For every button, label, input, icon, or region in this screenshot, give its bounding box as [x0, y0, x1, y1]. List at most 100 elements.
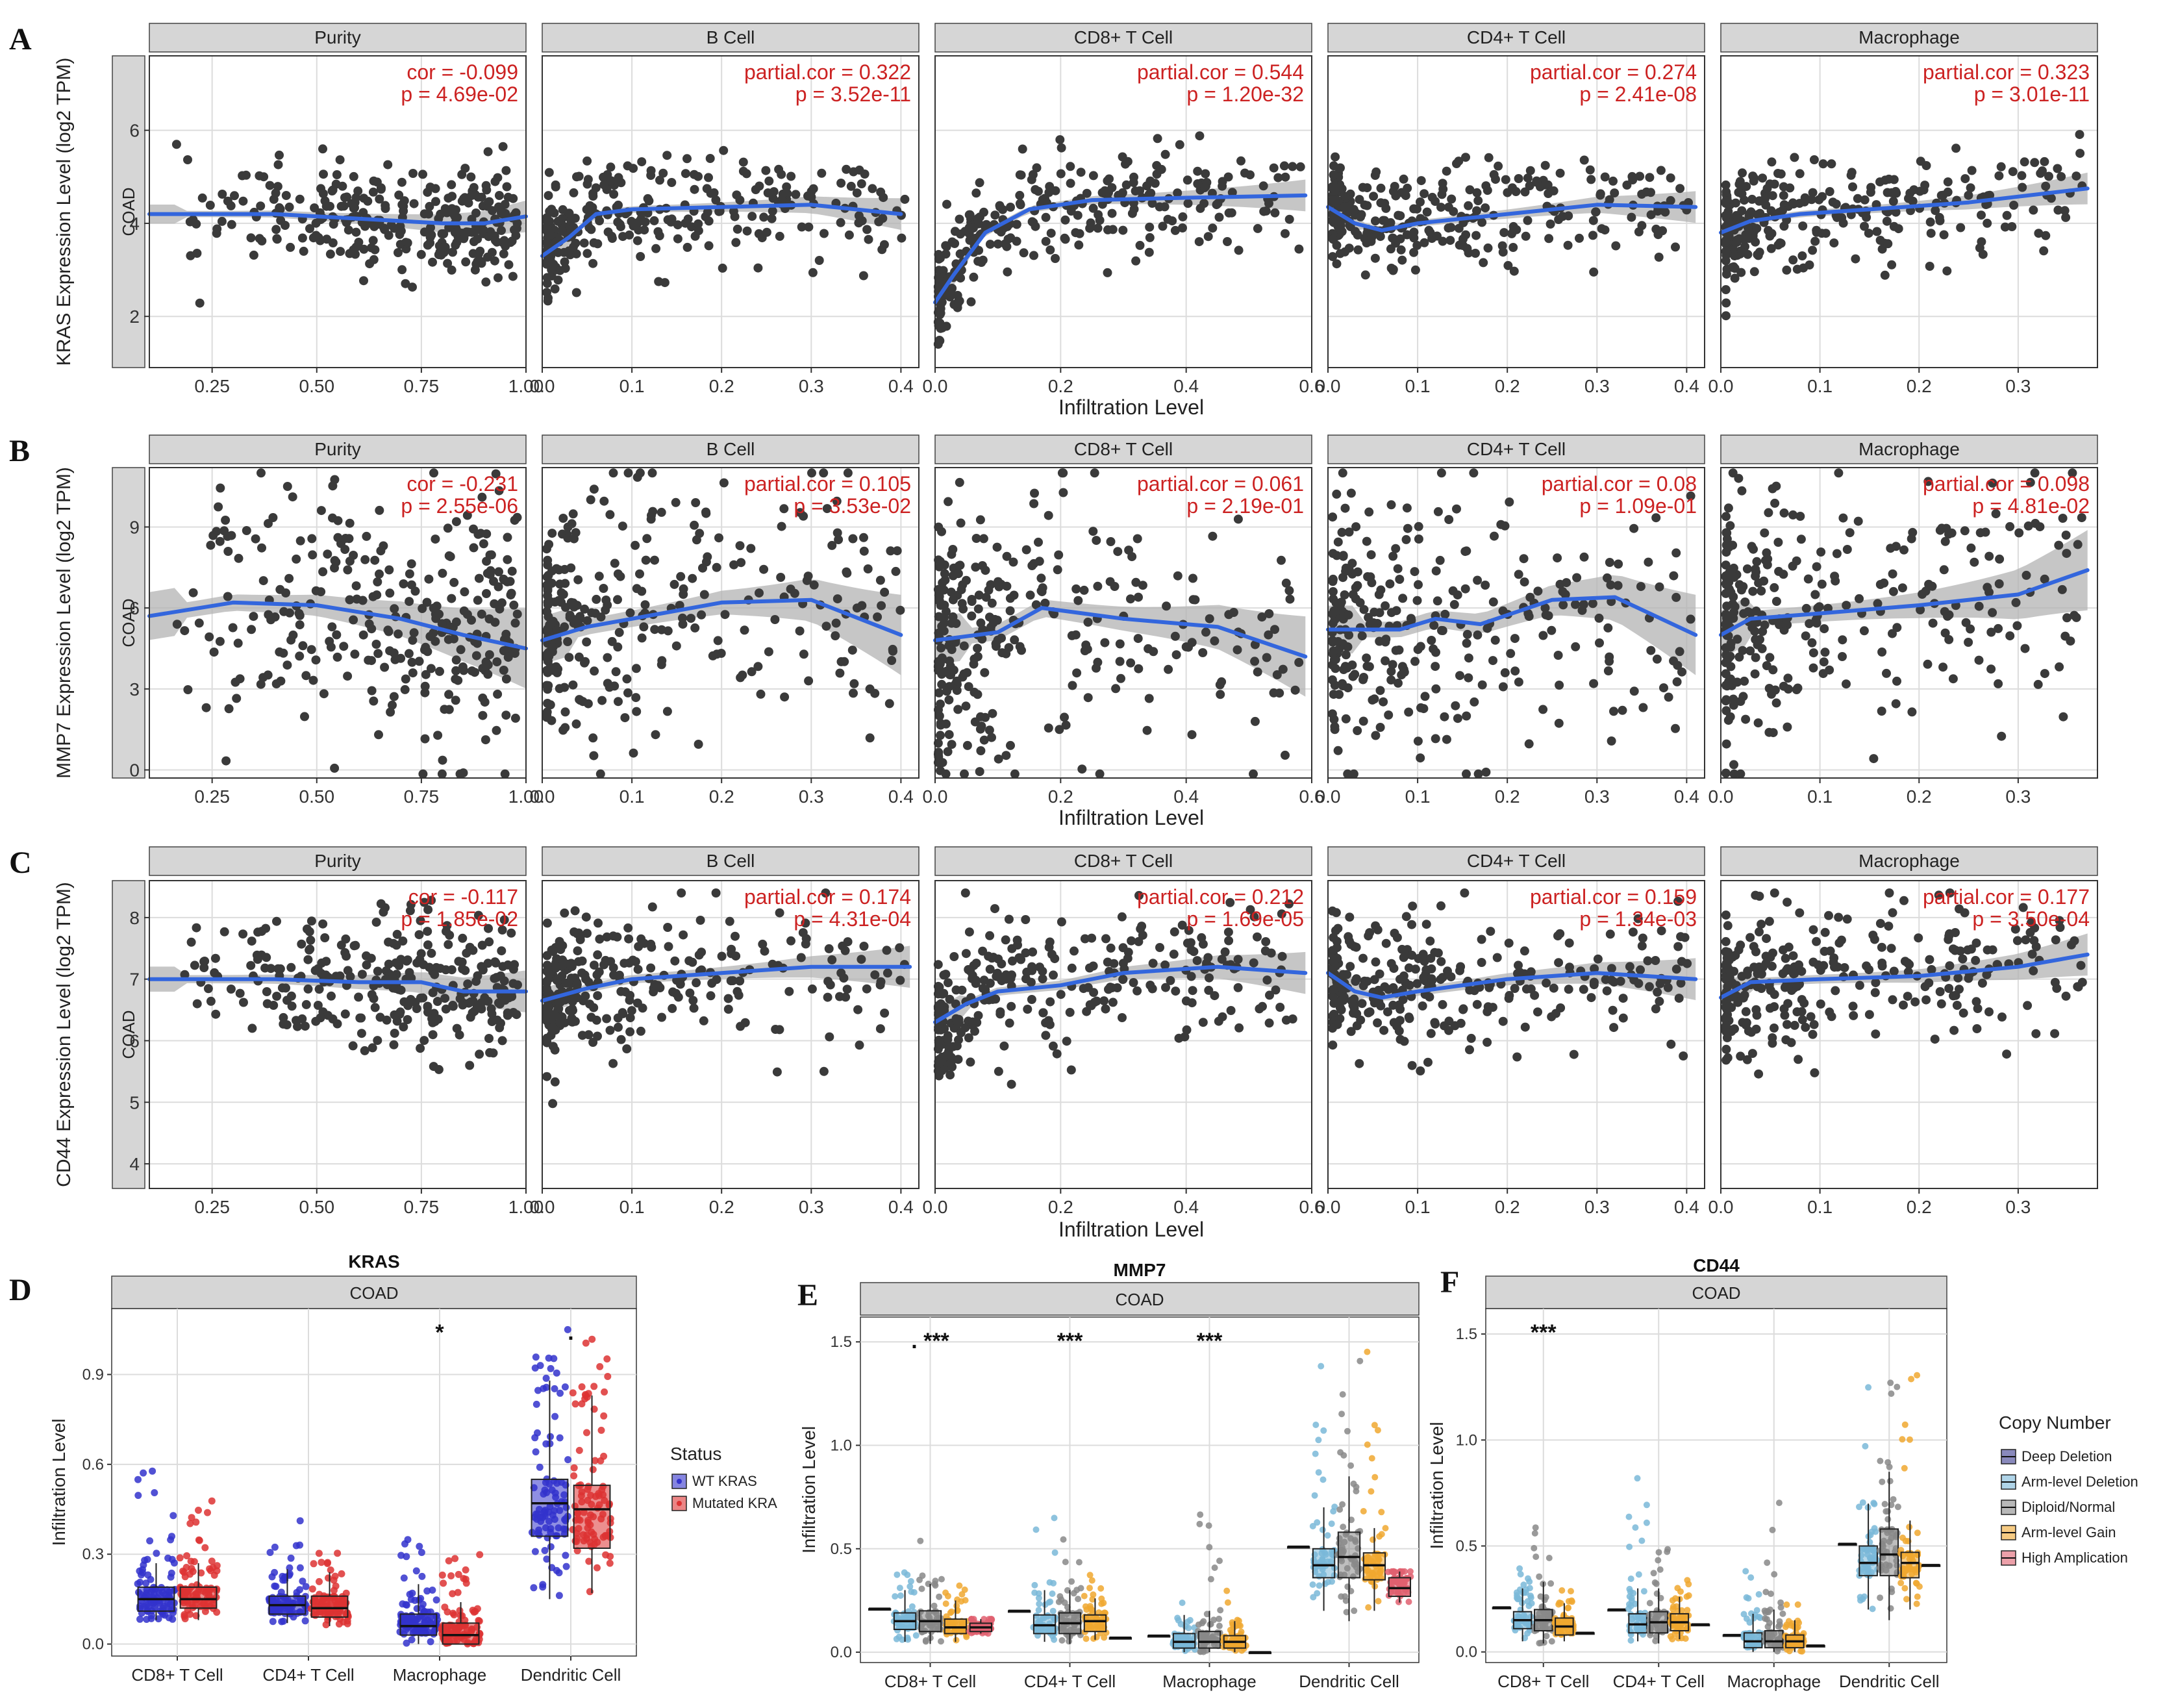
data-point — [1760, 194, 1770, 204]
data-point — [624, 934, 634, 944]
data-point — [775, 231, 784, 241]
data-point — [475, 1049, 484, 1059]
data-point — [1808, 245, 1818, 255]
data-point — [1589, 679, 1599, 688]
data-point — [1832, 549, 1842, 559]
data-point — [465, 1061, 475, 1070]
data-point — [671, 641, 681, 651]
data-point — [827, 955, 837, 964]
data-point — [399, 579, 408, 588]
y-axis-label: MMP7 Expression Level (log2 TPM) — [53, 467, 75, 779]
data-point — [2075, 130, 2084, 140]
data-point — [1453, 714, 1462, 723]
data-point — [1121, 159, 1130, 169]
data-point — [676, 571, 686, 581]
data-point — [1414, 521, 1423, 531]
data-point — [975, 178, 984, 188]
data-point — [1052, 1049, 1062, 1059]
data-point — [1538, 705, 1548, 714]
data-point — [992, 542, 1002, 552]
data-point — [1747, 1049, 1757, 1059]
data-point — [1376, 183, 1386, 193]
data-point — [868, 184, 877, 194]
data-point — [1390, 182, 1399, 191]
data-point — [436, 250, 446, 260]
data-point — [555, 1018, 565, 1027]
data-point — [1423, 1057, 1433, 1067]
data-point — [374, 730, 383, 740]
data-point — [1730, 251, 1740, 260]
facet-label: COAD — [119, 598, 138, 647]
data-point — [1783, 673, 1793, 683]
data-point — [389, 1040, 399, 1049]
data-point — [1983, 218, 1992, 228]
data-point — [971, 959, 981, 968]
data-point — [646, 939, 656, 949]
data-point — [679, 930, 688, 940]
data-point — [1546, 220, 1555, 229]
data-point — [481, 277, 491, 287]
data-point — [571, 719, 581, 729]
data-point — [460, 587, 469, 597]
data-point — [1295, 162, 1305, 171]
p-value-label: p = 1.09e-01 — [1579, 494, 1697, 518]
data-point — [419, 1036, 429, 1046]
data-point — [288, 492, 297, 502]
data-point — [1435, 555, 1445, 565]
data-point — [667, 214, 677, 224]
data-point — [770, 615, 780, 624]
data-point — [717, 951, 727, 961]
data-point — [357, 1029, 366, 1038]
data-point — [704, 241, 714, 251]
data-point — [780, 692, 790, 702]
data-point — [827, 540, 837, 550]
data-point — [1224, 936, 1234, 946]
data-point — [1975, 528, 1985, 538]
x-tick-label: 0.25 — [194, 1197, 230, 1217]
data-point — [981, 712, 990, 722]
data-point — [1786, 1038, 1796, 1048]
data-point — [371, 918, 381, 927]
data-point — [1007, 970, 1016, 980]
data-point — [253, 955, 262, 964]
data-point — [1205, 614, 1214, 623]
data-point — [1816, 547, 1826, 557]
data-point — [373, 1036, 382, 1046]
data-point — [376, 546, 386, 556]
data-point — [1544, 234, 1554, 244]
data-point — [1092, 536, 1101, 546]
data-point — [1129, 978, 1138, 987]
data-point — [186, 937, 196, 947]
data-point — [952, 1041, 962, 1051]
data-point — [1108, 225, 1118, 234]
data-point — [1768, 665, 1778, 675]
data-point — [1505, 497, 1514, 507]
data-point — [1431, 734, 1440, 744]
data-point — [670, 579, 679, 589]
data-point — [1628, 927, 1638, 937]
data-point — [2021, 570, 2031, 580]
data-point — [1388, 551, 1398, 561]
data-point — [852, 188, 862, 198]
data-point — [545, 620, 555, 629]
data-point — [941, 970, 951, 979]
p-value-label: p = 1.85e-02 — [401, 907, 518, 931]
data-point — [423, 188, 432, 197]
data-point — [253, 927, 263, 937]
panel-strip — [149, 23, 527, 53]
data-point — [993, 635, 1003, 645]
data-point — [1461, 153, 1470, 162]
panel-strip — [934, 23, 1312, 53]
confidence-band — [935, 599, 1306, 697]
data-point — [1001, 935, 1010, 945]
data-point — [1966, 183, 1975, 193]
data-point — [1395, 211, 1405, 221]
data-point — [1520, 187, 1530, 197]
data-point — [1792, 981, 1802, 991]
data-point — [595, 769, 605, 779]
data-point — [808, 268, 818, 277]
data-point — [508, 271, 518, 281]
